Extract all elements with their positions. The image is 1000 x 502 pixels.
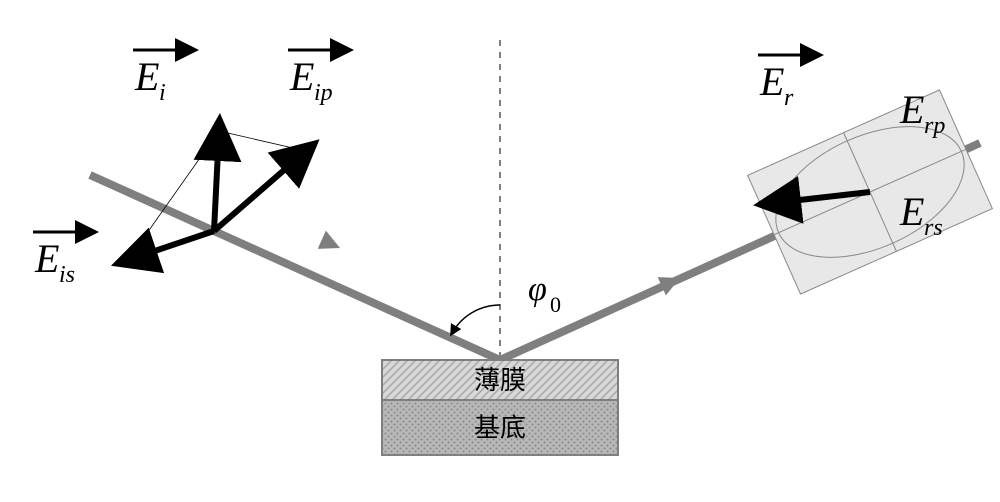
- ellipsometry-diagram: φ0薄膜基底EiEipEisErErpErs: [0, 0, 1000, 502]
- Ei-vector: [214, 131, 219, 231]
- svg-text:ip: ip: [314, 80, 333, 106]
- angle-arc: [452, 305, 500, 333]
- Er-label: Er: [758, 55, 815, 111]
- svg-text:E: E: [34, 236, 59, 281]
- Eip-vector: [214, 151, 306, 231]
- film-label: 薄膜: [474, 366, 526, 395]
- svg-text:r: r: [784, 85, 794, 111]
- angle-label: φ: [528, 271, 547, 308]
- incident-ray: [90, 175, 500, 360]
- Eip-label: Eip: [288, 50, 345, 106]
- Ei-label: Ei: [133, 50, 190, 106]
- svg-text:0: 0: [550, 292, 561, 317]
- svg-text:rs: rs: [924, 215, 943, 241]
- svg-text:i: i: [159, 80, 166, 106]
- svg-text:is: is: [59, 262, 75, 288]
- Eis-vector: [128, 231, 214, 260]
- svg-text:E: E: [899, 87, 924, 132]
- svg-text:rp: rp: [924, 113, 945, 139]
- svg-text:E: E: [899, 189, 924, 234]
- Eis-label: Eis: [33, 232, 90, 288]
- svg-text:E: E: [759, 59, 784, 104]
- polarization-ellipse-box: [748, 90, 993, 294]
- svg-text:E: E: [134, 54, 159, 99]
- svg-text:E: E: [289, 54, 314, 99]
- substrate-label: 基底: [474, 414, 526, 443]
